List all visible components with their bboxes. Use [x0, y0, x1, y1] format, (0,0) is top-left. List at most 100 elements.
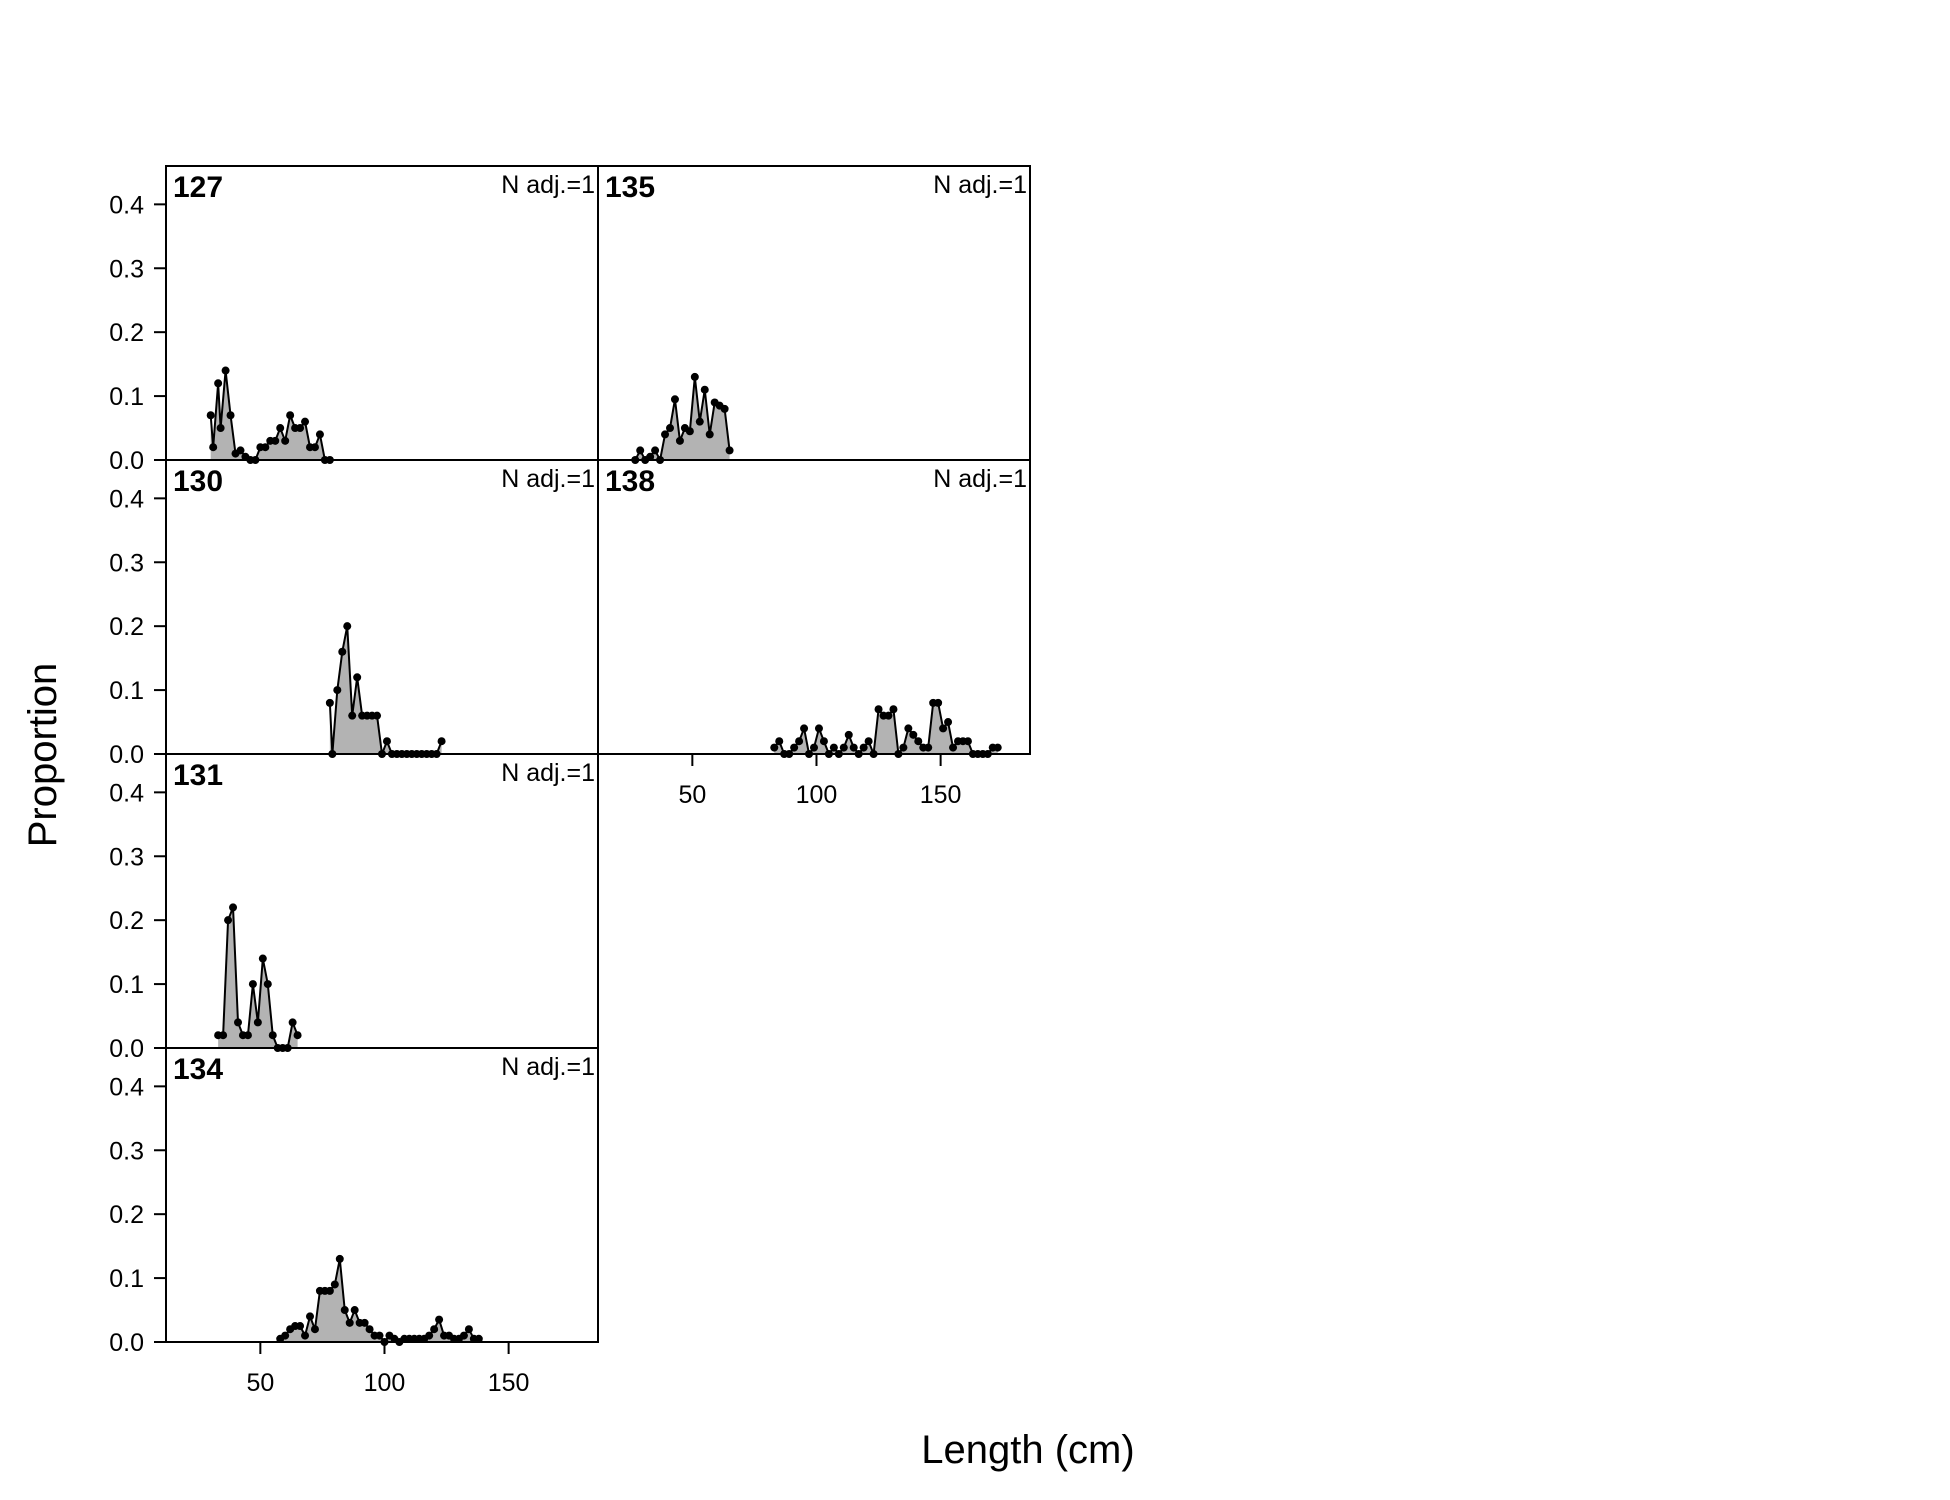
panel-frame — [597, 459, 1031, 755]
data-point — [293, 1031, 302, 1040]
data-point — [209, 443, 218, 452]
data-point — [234, 1018, 242, 1027]
data-point — [271, 436, 280, 445]
data-point — [800, 724, 809, 733]
panel-frame — [597, 165, 1031, 461]
data-point — [819, 737, 828, 746]
data-point — [425, 1331, 434, 1340]
panel-frame — [165, 459, 599, 755]
series-area-131 — [218, 907, 298, 1048]
y-tick-label: 0.0 — [109, 1329, 144, 1357]
y-tick-label: 0.4 — [109, 191, 144, 219]
data-point — [382, 737, 391, 746]
n-adj-label: N adj.=1 — [933, 465, 1027, 493]
data-point — [206, 411, 215, 420]
panel-127: 127 N adj.=1 0.0 0.1 0.2 0.3 0.4 — [109, 165, 599, 475]
data-point — [690, 372, 699, 381]
series-area-134 — [280, 1258, 479, 1342]
data-point — [306, 1312, 314, 1321]
y-tick-label: 0.0 — [109, 741, 144, 769]
series-area-138 — [774, 702, 998, 754]
data-point — [343, 622, 352, 631]
y-tick-label: 0.2 — [109, 1201, 144, 1229]
data-point — [286, 411, 295, 420]
data-point — [695, 417, 704, 426]
data-point — [795, 737, 804, 746]
y-tick-label: 0.3 — [109, 549, 144, 577]
data-point — [276, 424, 285, 433]
data-point — [281, 1331, 290, 1340]
data-point — [775, 737, 784, 746]
data-point — [770, 743, 779, 752]
x-tick-label: 50 — [246, 1369, 274, 1397]
y-tick-label: 0.1 — [109, 971, 144, 999]
y-tick-label: 0.1 — [109, 1265, 144, 1293]
data-point — [375, 1331, 384, 1340]
data-point — [705, 430, 714, 439]
data-point — [335, 1254, 344, 1263]
data-point — [365, 1325, 374, 1334]
y-tick-label: 0.2 — [109, 613, 144, 641]
data-point — [325, 698, 334, 707]
data-point — [236, 446, 245, 455]
data-point — [874, 705, 883, 714]
y-tick-label: 0.0 — [109, 1035, 144, 1063]
data-point — [464, 1325, 473, 1334]
data-point — [864, 737, 873, 746]
data-point — [924, 743, 933, 752]
data-point — [310, 443, 319, 452]
data-point — [814, 724, 823, 733]
data-point — [884, 711, 893, 720]
data-point — [216, 424, 225, 433]
data-point — [229, 903, 238, 912]
data-point — [268, 1031, 277, 1040]
y-tick-label: 0.3 — [109, 255, 144, 283]
series-area-130 — [329, 626, 442, 754]
data-point — [904, 724, 913, 733]
panel-135: 135 N adj.=1 — [597, 165, 1031, 464]
data-point — [330, 1280, 339, 1289]
n-adj-label: N adj.=1 — [501, 171, 595, 199]
series-area-127 — [210, 370, 330, 460]
data-point — [350, 1306, 359, 1315]
data-point — [661, 430, 670, 439]
y-tick-label: 0.4 — [109, 485, 144, 513]
y-tick-label: 0.4 — [109, 779, 144, 807]
data-point — [844, 730, 853, 739]
data-point — [435, 1315, 444, 1324]
data-point — [646, 452, 655, 461]
y-tick-label: 0.3 — [109, 1137, 144, 1165]
data-point — [214, 379, 223, 388]
data-point — [226, 411, 235, 420]
data-point — [685, 427, 694, 436]
data-point — [670, 395, 679, 404]
data-point — [348, 711, 357, 720]
data-point — [889, 705, 898, 714]
data-point — [725, 446, 734, 455]
panel-138: 138 N adj.=1 50 100 150 — [597, 459, 1031, 809]
y-tick-label: 0.1 — [109, 383, 144, 411]
data-point — [849, 743, 858, 752]
data-point — [345, 1318, 354, 1327]
data-point — [263, 980, 272, 989]
data-point — [315, 430, 324, 439]
data-point — [248, 980, 257, 989]
data-point — [353, 673, 362, 682]
x-tick-label: 50 — [678, 781, 706, 809]
data-point — [340, 1306, 349, 1315]
data-point — [437, 737, 446, 746]
x-tick-label: 100 — [364, 1369, 406, 1397]
y-tick-label: 0.2 — [109, 319, 144, 347]
data-point — [310, 1325, 319, 1334]
panel-131: 131 N adj.=1 0.0 0.1 0.2 0.3 0.4 — [109, 753, 599, 1063]
data-point — [963, 737, 972, 746]
data-point — [939, 724, 948, 733]
panel-label: 134 — [173, 1053, 223, 1086]
data-point — [790, 743, 799, 752]
data-point — [338, 647, 347, 656]
data-point — [221, 366, 230, 375]
data-point — [949, 743, 958, 752]
data-point — [651, 446, 660, 455]
data-point — [700, 385, 709, 394]
